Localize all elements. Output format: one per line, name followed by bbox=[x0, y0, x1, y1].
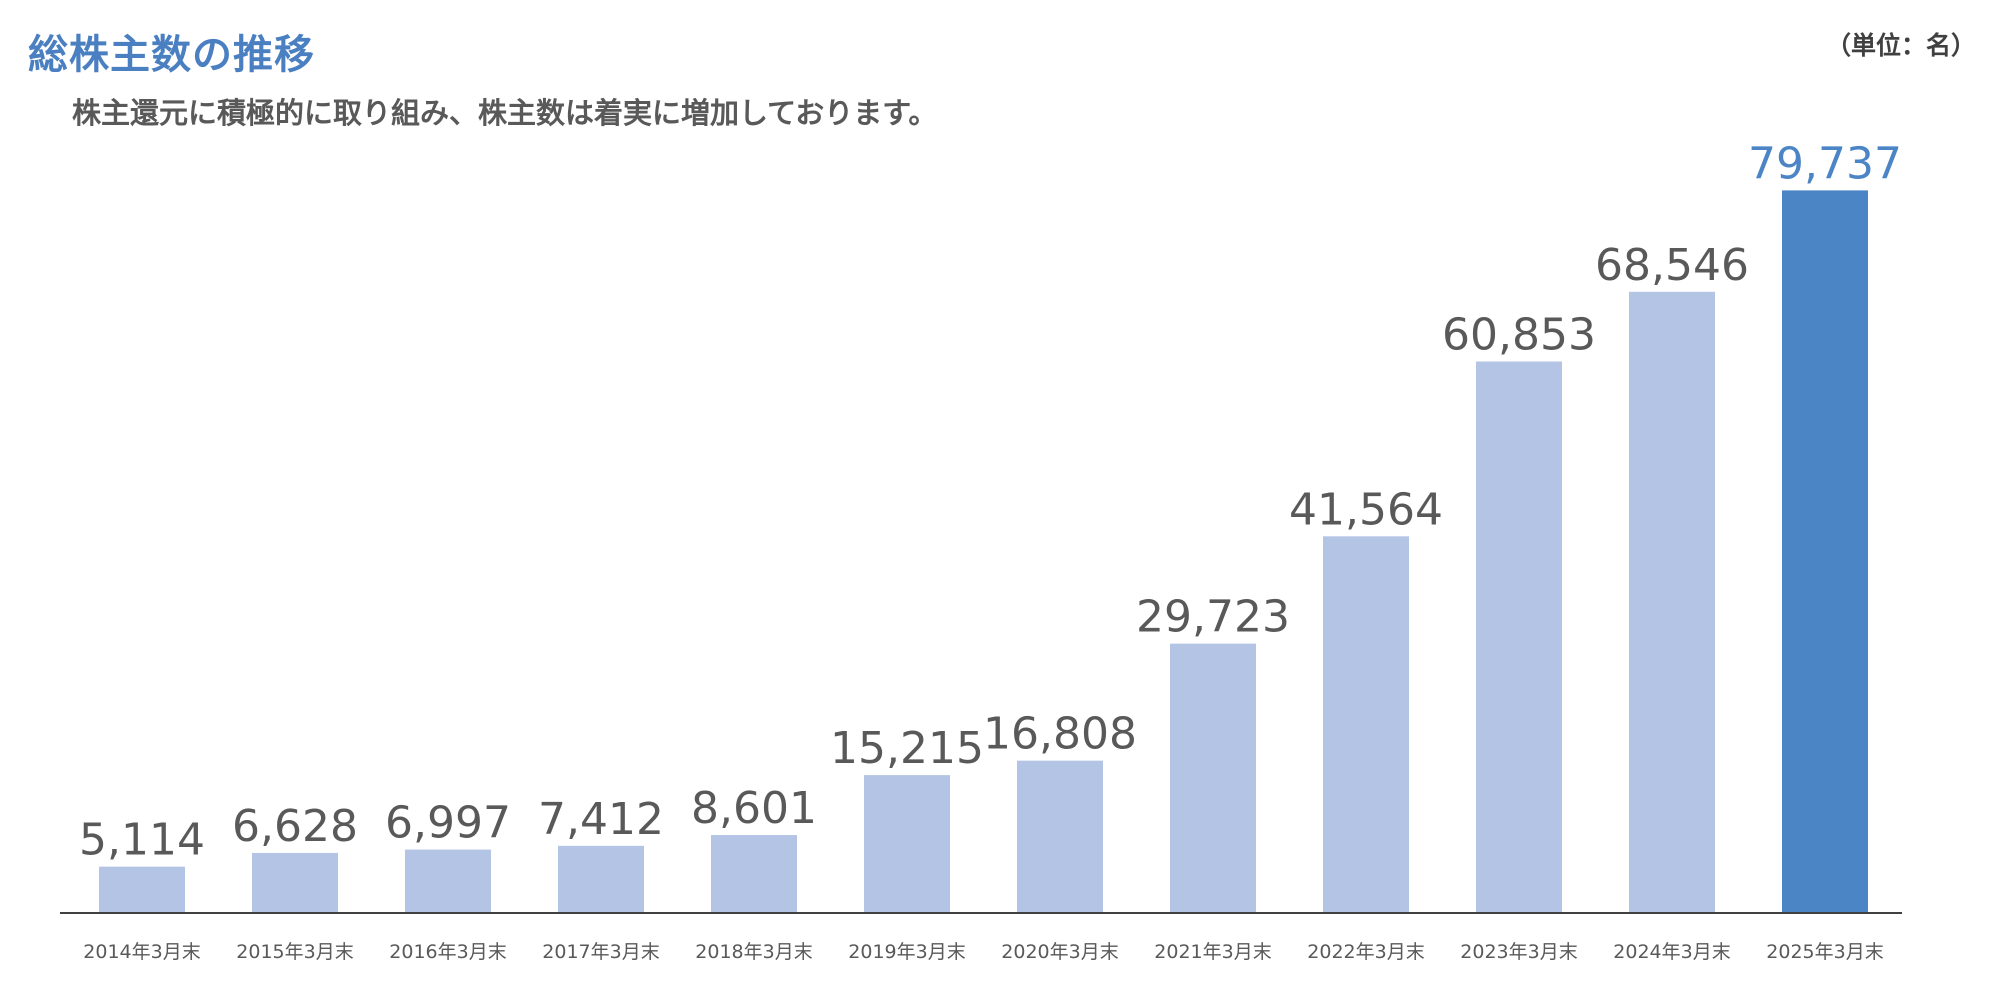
value-label: 7,412 bbox=[538, 794, 664, 845]
chart-subtitle: 株主還元に積極的に取り組み、株主数は着実に増加しております。 bbox=[72, 96, 938, 130]
value-label: 8,601 bbox=[691, 783, 817, 834]
value-label: 79,737 bbox=[1748, 138, 1902, 189]
value-label: 5,114 bbox=[79, 815, 205, 866]
x-tick-label: 2018年3月末 bbox=[695, 941, 812, 963]
bar-2020年3月末 bbox=[1017, 760, 1103, 913]
x-tick-label: 2016年3月末 bbox=[389, 941, 506, 963]
x-tick-label: 2020年3月末 bbox=[1001, 941, 1118, 963]
value-label: 16,808 bbox=[983, 709, 1137, 760]
bar-2024年3月末 bbox=[1629, 291, 1715, 913]
bar-2021年3月末 bbox=[1170, 643, 1256, 913]
bar-2016年3月末 bbox=[405, 849, 491, 913]
value-label: 41,564 bbox=[1289, 484, 1443, 535]
value-label: 60,853 bbox=[1442, 310, 1596, 361]
bar-2022年3月末 bbox=[1323, 536, 1409, 913]
bar-2019年3月末 bbox=[864, 775, 950, 913]
bar-2025年3月末 bbox=[1782, 190, 1868, 914]
bars-layer bbox=[99, 190, 1868, 914]
x-tick-label: 2019年3月末 bbox=[848, 941, 965, 963]
x-tick-label: 2015年3月末 bbox=[236, 941, 353, 963]
x-tick-label: 2021年3月末 bbox=[1154, 941, 1271, 963]
tick-labels-layer: 2014年3月末 2015年3月末 2016年3月末 2017年3月末 2018年3月末… bbox=[83, 941, 1883, 963]
x-tick-label: 2023年3月末 bbox=[1460, 941, 1577, 963]
bar-2014年3月末 bbox=[99, 866, 185, 913]
bar-2023年3月末 bbox=[1476, 361, 1562, 914]
x-tick-label: 2014年3月末 bbox=[83, 941, 200, 963]
value-label: 29,723 bbox=[1136, 592, 1290, 643]
value-label: 15,215 bbox=[830, 723, 984, 774]
value-label: 6,997 bbox=[385, 798, 511, 849]
value-label: 6,628 bbox=[232, 801, 358, 852]
x-tick-label: 2025年3月末 bbox=[1766, 941, 1883, 963]
chart-title: 総株主数の推移 bbox=[28, 32, 315, 78]
bar-2017年3月末 bbox=[558, 845, 644, 913]
bar-2015年3月末 bbox=[252, 852, 338, 913]
value-labels-layer: 5,114 6,628 6,997 7,412 8,601 15,215 16,808 29,… bbox=[79, 138, 1902, 865]
x-tick-label: 2017年3月末 bbox=[542, 941, 659, 963]
bar-2018年3月末 bbox=[711, 835, 797, 913]
unit-label: （単位：名） bbox=[1825, 31, 1976, 60]
x-tick-label: 2022年3月末 bbox=[1307, 941, 1424, 963]
x-tick-label: 2024年3月末 bbox=[1613, 941, 1730, 963]
value-label: 68,546 bbox=[1595, 240, 1749, 291]
